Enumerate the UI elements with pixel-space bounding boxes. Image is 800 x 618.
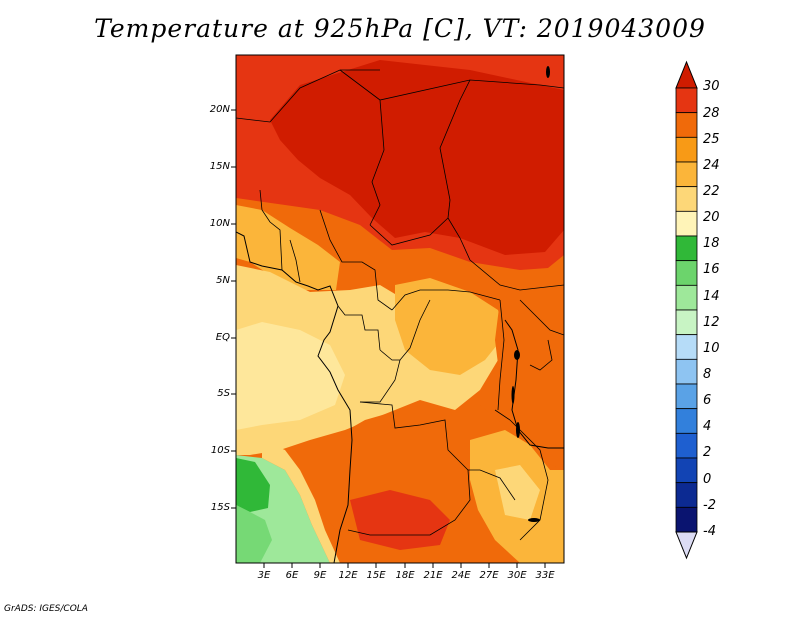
colorbar-box <box>675 408 698 434</box>
field-basin <box>395 278 505 375</box>
lat-label: 10S <box>210 445 230 456</box>
lon-label: 12E <box>338 570 358 581</box>
colorbar-box <box>675 334 698 360</box>
lakes <box>511 66 550 522</box>
country-borders <box>236 69 564 541</box>
colorbar-top-triangle <box>675 60 698 89</box>
colorbar-label: 12 <box>703 315 720 330</box>
lon-label: 21E <box>423 570 443 581</box>
colorbar-label: 20 <box>703 210 720 225</box>
colorbar-box <box>675 210 698 237</box>
colorbar-label: -2 <box>703 498 716 513</box>
colorbar-box <box>675 457 698 484</box>
colorbar-box <box>675 235 698 262</box>
colorbar-label: 4 <box>703 419 712 434</box>
colorbar <box>675 60 698 560</box>
colorbar-box <box>675 161 698 188</box>
lon-ticks <box>263 563 546 568</box>
colorbar-box <box>675 506 698 533</box>
colorbar-boxes <box>675 87 698 533</box>
colorbar-label: 2 <box>703 445 712 460</box>
lat-label: 15S <box>210 502 230 513</box>
colorbar-box <box>675 112 698 138</box>
colorbar-box <box>675 136 698 163</box>
lon-label: 3E <box>257 570 271 581</box>
colorbar-label: 14 <box>703 289 720 304</box>
colorbar-label: 0 <box>703 472 712 487</box>
lon-label: 6E <box>285 570 299 581</box>
colorbar-label: 24 <box>703 158 720 173</box>
colorbar-box <box>675 383 698 410</box>
colorbar-label: 22 <box>703 184 720 199</box>
field-namib-coast <box>262 440 340 563</box>
colorbar-label: 30 <box>703 79 720 94</box>
colorbar-label: 25 <box>703 132 720 147</box>
lat-label: 5S <box>217 388 230 399</box>
credit-text: GrADS: IGES/COLA <box>4 604 88 614</box>
lon-label: 9E <box>313 570 327 581</box>
lat-label: 10N <box>209 218 230 229</box>
colorbar-box <box>675 87 698 114</box>
colorbar-label: 8 <box>703 367 712 382</box>
map-frame <box>235 54 565 564</box>
colorbar-box <box>675 186 698 212</box>
chart-title: Temperature at 925hPa [C], VT: 201904300… <box>94 14 706 43</box>
coastlines <box>236 231 564 563</box>
field-ocean-cold <box>236 458 270 512</box>
lat-label: 5N <box>216 275 230 286</box>
lon-label: 15E <box>366 570 386 581</box>
field-north-hot <box>270 60 564 255</box>
colorbar-box <box>675 284 698 311</box>
colorbar-box <box>675 309 698 336</box>
field-ocean-mid <box>236 505 272 563</box>
field-southeast-pale <box>495 465 540 520</box>
colorbar-label: 10 <box>703 341 720 356</box>
temperature-field <box>236 55 564 563</box>
lon-label: 18E <box>395 570 415 581</box>
field-pale-coast <box>236 322 345 430</box>
colorbar-label: 6 <box>703 393 712 408</box>
field-coastal <box>236 205 340 290</box>
lon-label: 30E <box>507 570 527 581</box>
colorbar-box <box>675 432 698 459</box>
lon-label: 24E <box>451 570 471 581</box>
colorbar-label: 18 <box>703 236 720 251</box>
colorbar-box <box>675 358 698 385</box>
colorbar-label: 16 <box>703 262 720 277</box>
lat-label: 15N <box>209 161 230 172</box>
colorbar-box <box>675 482 698 508</box>
lat-label: 20N <box>209 104 230 115</box>
lon-label: 33E <box>535 570 555 581</box>
colorbar-bottom-triangle <box>675 531 698 560</box>
colorbar-label: 28 <box>703 106 720 121</box>
lon-label: 27E <box>479 570 499 581</box>
lat-label: EQ <box>215 332 230 343</box>
colorbar-label: -4 <box>703 524 716 539</box>
colorbar-box <box>675 260 698 286</box>
lat-ticks <box>231 109 236 509</box>
